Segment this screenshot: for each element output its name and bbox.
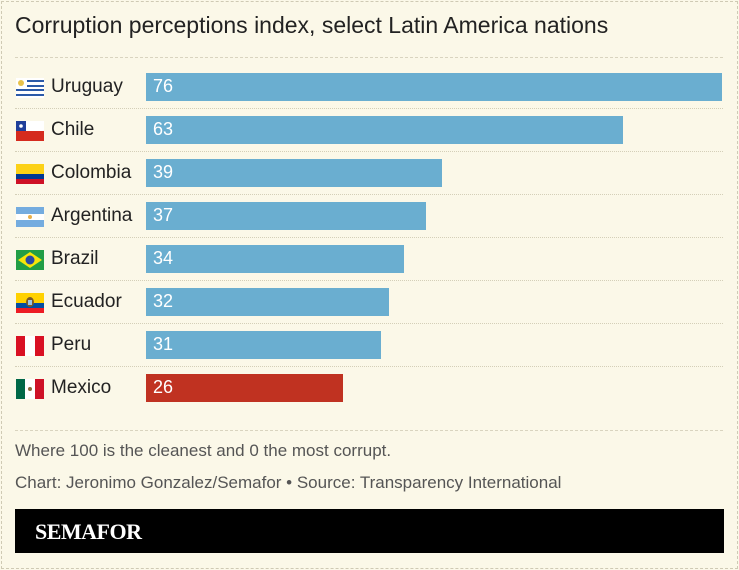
- category-label: Peru: [51, 334, 92, 355]
- value-label: 63: [153, 119, 174, 139]
- bar-row-colombia: Colombia 39: [0, 152, 739, 195]
- value-label: 37: [153, 205, 174, 225]
- bar-row-ecuador: Ecuador 32: [0, 281, 739, 324]
- notes-divider: [15, 430, 723, 431]
- category-label: Chile: [51, 119, 95, 140]
- bar: 31: [146, 331, 381, 359]
- argentina-flag-icon: [16, 207, 44, 227]
- row-divider: [15, 151, 723, 152]
- chile-flag-icon: [16, 121, 44, 141]
- row-divider: [15, 194, 723, 195]
- value-label: 32: [153, 291, 174, 311]
- value-label: 26: [153, 377, 174, 397]
- category-label: Argentina: [51, 205, 133, 226]
- ecuador-flag-icon: [16, 293, 44, 313]
- category-label: Brazil: [51, 248, 99, 269]
- chart-credit: Chart: Jeronimo Gonzalez/Semafor • Sourc…: [15, 473, 562, 492]
- bar-row-brazil: Brazil 34: [0, 238, 739, 281]
- chart-note: Where 100 is the cleanest and 0 the most…: [15, 441, 392, 460]
- value-label: 39: [153, 162, 174, 182]
- semafor-logo: SEMAFOR: [35, 519, 142, 544]
- peru-flag-icon: [16, 336, 44, 356]
- value-label: 34: [153, 248, 174, 268]
- category-label: Mexico: [51, 377, 112, 398]
- colombia-flag-icon: [16, 164, 44, 184]
- bar-row-chile: Chile 63: [0, 109, 739, 152]
- category-label: Ecuador: [51, 291, 122, 312]
- category-label: Colombia: [51, 162, 132, 183]
- bar: 63: [146, 116, 624, 144]
- brazil-flag-icon: [16, 250, 44, 270]
- row-divider: [15, 280, 723, 281]
- bar: 39: [146, 159, 442, 187]
- value-label: 31: [153, 334, 174, 354]
- bar: 34: [146, 245, 404, 273]
- value-label: 76: [153, 76, 174, 96]
- row-divider: [15, 237, 723, 238]
- mexico-flag-icon: [16, 379, 44, 399]
- row-divider: [15, 108, 723, 109]
- bar: 32: [146, 288, 389, 316]
- bar-row-mexico: Mexico 26: [0, 367, 739, 410]
- row-divider: [15, 323, 723, 324]
- semafor-logo-bar: SEMAFOR: [15, 509, 724, 553]
- chart-title: Corruption perceptions index, select Lat…: [15, 12, 609, 38]
- bar: 26: [146, 374, 344, 402]
- row-divider: [15, 366, 723, 367]
- bar-row-argentina: Argentina 37: [0, 195, 739, 238]
- bar-row-uruguay: Uruguay 76: [0, 66, 739, 109]
- category-label: Uruguay: [51, 76, 123, 97]
- bar-row-peru: Peru 31: [0, 324, 739, 367]
- bar: 37: [146, 202, 427, 230]
- bar: 76: [146, 73, 722, 101]
- uruguay-flag-icon: [16, 78, 44, 98]
- title-divider: [15, 57, 723, 58]
